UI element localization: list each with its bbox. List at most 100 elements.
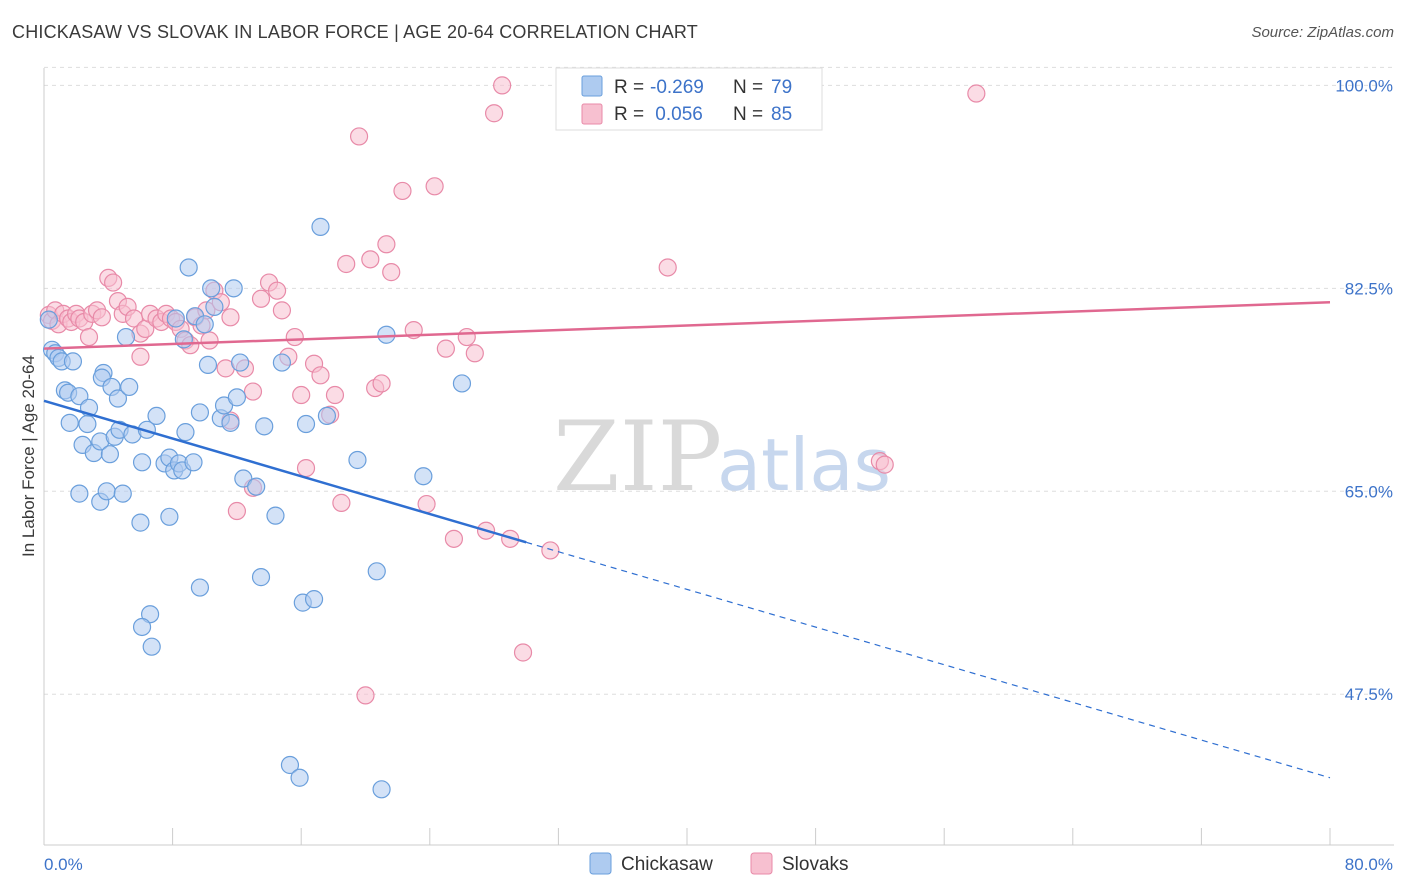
slovaks-point-48 — [292, 385, 311, 405]
bottom-legend: Chickasaw Slovaks — [589, 852, 849, 875]
chickasaw-point-60 — [296, 414, 316, 434]
slovaks-point-69 — [465, 344, 484, 363]
slovaks-point-54 — [332, 493, 351, 512]
gridlines — [44, 66, 1394, 695]
slovaks-point-71 — [485, 104, 504, 123]
chickasaw-point-14 — [100, 445, 120, 464]
slovaks-point-66 — [436, 339, 455, 358]
chickasaw-point-63 — [348, 450, 367, 470]
chickasaw-point-57 — [255, 417, 274, 436]
slovaks-point-51 — [311, 366, 330, 385]
y-tick-label-0: 47.5% — [1345, 685, 1393, 704]
chickasaw-point-28 — [132, 453, 152, 472]
slovaks-point-68 — [457, 327, 476, 347]
legend-r-value-slovaks: 0.056 — [650, 104, 703, 125]
slovaks-point-47 — [285, 327, 304, 347]
slovaks-point-55 — [337, 254, 356, 274]
slovaks-point-49 — [296, 458, 316, 478]
chickasaw-point-78 — [39, 310, 58, 329]
y-tick-label-3: 100.0% — [1335, 76, 1393, 95]
chickasaw-point-54 — [224, 279, 243, 298]
chickasaw-point-76 — [290, 768, 309, 787]
slovaks-point-79 — [875, 455, 894, 474]
slovaks-point-38 — [221, 308, 240, 327]
slovaks-point-72 — [493, 76, 512, 95]
chickasaw-point-68 — [190, 578, 210, 597]
chickasaw-point-51 — [231, 353, 250, 372]
chickasaw-point-67 — [251, 568, 271, 587]
bottom-legend-label-chickasaw: Chickasaw — [621, 854, 713, 875]
slovaks-point-75 — [541, 541, 560, 560]
chickasaw-point-61 — [317, 406, 337, 426]
slovaks-point-60 — [377, 235, 396, 254]
legend-n-value-chickasaw: 79 — [771, 77, 792, 98]
chickasaw-point-45 — [198, 355, 218, 374]
chickasaw-point-55 — [234, 469, 253, 488]
slovaks-point-13 — [92, 308, 111, 327]
slovaks-point-45 — [272, 301, 292, 320]
chickasaw-point-8 — [60, 413, 79, 432]
slovaks-point-81 — [356, 686, 375, 705]
chickasaw-point-46 — [190, 403, 210, 422]
slovaks-point-74 — [513, 643, 533, 662]
slovaks-point-57 — [361, 250, 380, 269]
slovaks-point-10 — [79, 327, 99, 347]
chickasaw-point-77 — [372, 780, 391, 799]
axes — [43, 68, 1394, 846]
bottom-legend-swatch-slovaks — [750, 852, 773, 875]
chickasaw-point-73 — [304, 590, 324, 609]
source-label: Source: ZipAtlas.com — [1251, 24, 1394, 41]
series-slovaks — [39, 76, 986, 705]
y-tick-label-2: 82.5% — [1345, 279, 1393, 298]
slovaks-trend-line — [43, 301, 1331, 350]
chickasaw-point-66 — [414, 467, 433, 486]
chickasaw-point-7 — [70, 387, 89, 406]
chickasaw-point-44 — [195, 315, 214, 334]
chickasaw-trend-extension — [526, 541, 1331, 779]
slovaks-point-80 — [967, 84, 986, 103]
chickasaw-point-15 — [70, 484, 89, 503]
chickasaw-point-64 — [377, 325, 396, 344]
chickasaw-point-30 — [147, 406, 166, 426]
trend-lines — [43, 301, 1331, 779]
chickasaw-point-38 — [176, 423, 195, 442]
legend-swatch-chickasaw — [581, 75, 603, 97]
y-axis-label: In Labor Force | Age 20-64 — [19, 355, 38, 557]
chickasaw-point-56 — [247, 477, 266, 496]
slovaks-point-77 — [658, 258, 677, 277]
slovaks-point-67 — [444, 529, 464, 548]
chickasaw-point-23 — [120, 377, 139, 397]
slovaks-point-15 — [104, 273, 123, 292]
slovaks-point-56 — [349, 127, 369, 146]
slovaks-point-53 — [325, 385, 345, 405]
chickasaw-point-10 — [78, 414, 97, 434]
legend-r-value-chickasaw: -0.269 — [650, 77, 704, 98]
legend: R = -0.269 N = 79 R = 0.056 N = 85 — [555, 67, 823, 131]
chickasaw-point-71 — [142, 637, 161, 656]
chickasaw-point-41 — [174, 330, 193, 349]
slovaks-point-39 — [227, 501, 246, 521]
slovaks-point-84 — [131, 347, 150, 366]
slovaks-point-44 — [267, 281, 287, 300]
chickasaw-point-74 — [367, 562, 386, 581]
chickasaw-trend-line — [43, 399, 527, 544]
chickasaw-point-17 — [97, 482, 116, 501]
chickasaw-point-39 — [184, 453, 203, 472]
legend-n-label-slovaks: N = — [733, 104, 763, 125]
slovaks-point-65 — [425, 177, 444, 196]
x-tick-label-max: 80.0% — [1345, 855, 1393, 874]
chickasaw-point-4 — [63, 352, 83, 371]
chickasaw-point-49 — [221, 413, 240, 432]
slovaks-point-61 — [382, 263, 401, 282]
x-tick-label-min: 0.0% — [44, 855, 83, 874]
chickasaw-point-59 — [272, 353, 292, 372]
legend-n-label-chickasaw: N = — [733, 77, 763, 98]
legend-r-label-slovaks: R = — [614, 104, 644, 125]
x-tick-labels: 0.0% 80.0% — [44, 855, 1393, 874]
chickasaw-point-62 — [311, 217, 330, 236]
chickasaw-point-18 — [113, 484, 132, 503]
chart-title: CHICKASAW VS SLOVAK IN LABOR FORCE | AGE… — [12, 22, 698, 42]
slovaks-point-41 — [243, 382, 263, 401]
legend-swatch-slovaks — [581, 103, 603, 125]
